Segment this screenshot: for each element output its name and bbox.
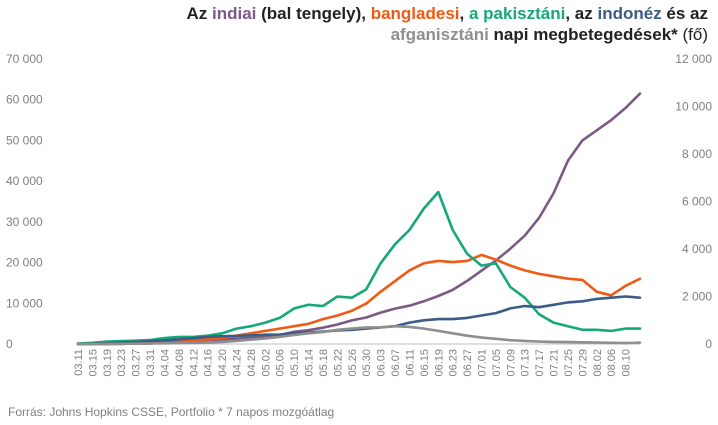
x-tick-label: 06.15	[419, 349, 431, 377]
x-tick-label: 04.04	[159, 349, 171, 377]
x-tick-label: 06.11	[404, 349, 416, 376]
right-tick-label: 8 000	[682, 147, 712, 161]
left-axis-ticks: 0 10 000 20 000 30 000 40 000 50 000 60 000 70 …	[6, 52, 43, 351]
right-tick-label: 0	[705, 337, 712, 351]
x-tick-label: 08.02	[592, 349, 604, 377]
x-tick-label: 03.19	[102, 349, 114, 377]
x-tick-label: 05.22	[332, 349, 344, 377]
chart-title: Az indiai (bal tengely), bangladesi, a p…	[108, 3, 709, 45]
x-tick-label: 05.14	[304, 349, 316, 377]
title-part: bangladesi	[370, 4, 460, 23]
title-part: és az	[661, 4, 708, 23]
title-part: indiai	[212, 4, 257, 23]
right-tick-label: 10 000	[675, 100, 712, 114]
x-tick-label: 07.25	[563, 349, 575, 377]
x-tick-label: 04.16	[203, 349, 215, 377]
right-tick-label: 2 000	[682, 290, 712, 304]
title-part: , az	[565, 4, 598, 23]
x-tick-label: 03.15	[87, 349, 99, 377]
x-tick-label: 03.31	[145, 349, 157, 377]
x-tick-label: 07.01	[476, 349, 488, 377]
left-tick-label: 10 000	[6, 296, 43, 310]
x-tick-label: 03.11	[73, 349, 85, 376]
left-tick-label: 70 000	[6, 52, 43, 66]
x-tick-label: 04.08	[174, 349, 186, 377]
x-tick-label: 06.27	[462, 349, 474, 377]
chart-series	[76, 92, 642, 346]
title-part: (fő)	[682, 25, 709, 44]
left-tick-label: 40 000	[6, 174, 43, 188]
x-tick-label: 05.18	[318, 349, 330, 377]
x-tick-label: 07.13	[520, 349, 532, 377]
right-tick-label: 6 000	[682, 195, 712, 209]
x-tick-label: 08.06	[606, 349, 618, 377]
x-tick-label: 04.20	[217, 349, 229, 377]
title-part: afganisztáni	[390, 25, 489, 44]
series-line-afganisztáni	[76, 324, 642, 346]
x-tick-label: 05.30	[361, 349, 373, 377]
x-tick-label: 04.28	[246, 349, 258, 377]
x-axis-ticks: 03.11 03.15 03.19 03.23 03.27 03.31 04.04 04.08…	[73, 349, 633, 377]
title-part: indonéz	[597, 4, 662, 23]
left-tick-label: 30 000	[6, 215, 43, 229]
right-axis-ticks: 0 2 000 4 000 6 000 8 000 10 000 12 000	[675, 52, 712, 351]
x-tick-label: 07.09	[505, 349, 517, 377]
series-line-bangladesi	[76, 253, 642, 346]
x-tick-label: 05.10	[289, 349, 301, 377]
x-tick-label: 03.27	[131, 349, 143, 377]
left-tick-label: 0	[6, 337, 13, 351]
x-tick-label: 07.05	[491, 349, 503, 377]
x-tick-label: 08.10	[621, 349, 633, 377]
left-tick-label: 50 000	[6, 133, 43, 147]
title-part: Az	[186, 4, 212, 23]
series-line-pakisztáni	[76, 190, 642, 345]
x-tick-label: 05.02	[260, 349, 272, 377]
x-tick-label: 06.19	[433, 349, 445, 377]
x-tick-label: 06.23	[448, 349, 460, 377]
x-tick-label: 07.17	[534, 349, 546, 377]
x-tick-label: 07.21	[549, 349, 561, 377]
source-note: Forrás: Johns Hopkins CSSE, Portfolio * …	[8, 405, 335, 419]
x-tick-label: 05.26	[347, 349, 359, 377]
x-tick-label: 07.29	[577, 349, 589, 377]
right-tick-label: 12 000	[675, 52, 712, 66]
x-tick-label: 06.03	[376, 349, 388, 377]
left-tick-label: 60 000	[6, 93, 43, 107]
left-tick-label: 20 000	[6, 256, 43, 270]
x-tick-label: 04.12	[188, 349, 200, 377]
x-tick-label: 04.24	[232, 349, 244, 377]
x-tick-label: 05.06	[275, 349, 287, 377]
title-part: (bal tengely),	[256, 4, 371, 23]
title-part: ,	[459, 4, 469, 23]
title-part: napi megbetegedések*	[488, 25, 683, 44]
title-part: a pakisztáni	[468, 4, 566, 23]
x-tick-label: 03.23	[116, 349, 128, 377]
x-tick-label: 06.07	[390, 349, 402, 377]
right-tick-label: 4 000	[682, 242, 712, 256]
